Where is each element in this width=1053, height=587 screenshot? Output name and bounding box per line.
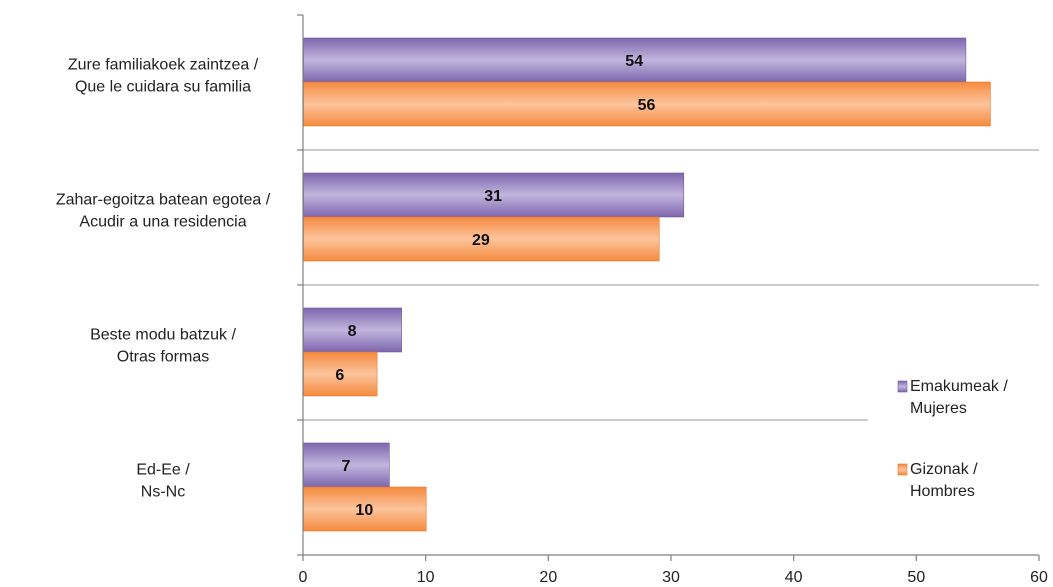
legend-label: Gizonak / — [910, 461, 978, 478]
bar-emakumeak — [303, 442, 390, 488]
x-tick-label: 60 — [1030, 569, 1048, 586]
category-label: Acudir a una residencia — [79, 214, 246, 231]
x-tick-label: 30 — [662, 569, 680, 586]
legend-swatch-gizonak — [897, 463, 908, 476]
data-label: 10 — [355, 502, 373, 519]
legend-label: Mujeres — [910, 400, 967, 417]
x-tick-label: 40 — [785, 569, 803, 586]
axes — [297, 14, 1040, 561]
category-label: Beste modu batzuk / — [90, 327, 236, 344]
bar-gizonak — [303, 216, 660, 262]
bar-emakumeak — [303, 172, 685, 218]
legend-label: Emakumeak / — [910, 378, 1008, 395]
data-label: 56 — [638, 97, 656, 114]
legend-swatch-emakumeak — [897, 380, 908, 393]
category-label: Zahar-egoitza batean egotea / — [56, 192, 271, 209]
category-label: Ns-Nc — [141, 484, 185, 501]
category-label: Ed-Ee / — [136, 462, 190, 479]
legend: Emakumeak / Mujeres Gizonak / Hombres — [897, 378, 1008, 500]
data-label: 8 — [348, 323, 357, 340]
data-label: 54 — [625, 53, 643, 70]
bar-gizonak — [303, 351, 378, 397]
x-tick-label: 0 — [299, 569, 308, 586]
x-tick-label: 50 — [907, 569, 925, 586]
gridlines — [303, 149, 1039, 421]
category-label: Zure familiakoek zaintzea / — [68, 57, 259, 74]
labels: 54 56 Zure familiakoek zaintzea / Que le cu… — [56, 53, 1048, 586]
data-label: 7 — [341, 458, 350, 475]
legend-label: Hombres — [910, 483, 975, 500]
bar-gizonak — [303, 81, 991, 127]
x-tick-label: 10 — [417, 569, 435, 586]
data-label: 31 — [484, 188, 502, 205]
x-tick-label: 20 — [539, 569, 557, 586]
category-label: Otras formas — [117, 349, 209, 366]
data-label: 6 — [335, 367, 344, 384]
bar-emakumeak — [303, 37, 967, 83]
data-label: 29 — [472, 232, 490, 249]
category-label: Que le cuidara su familia — [75, 79, 251, 96]
bars — [303, 37, 991, 532]
